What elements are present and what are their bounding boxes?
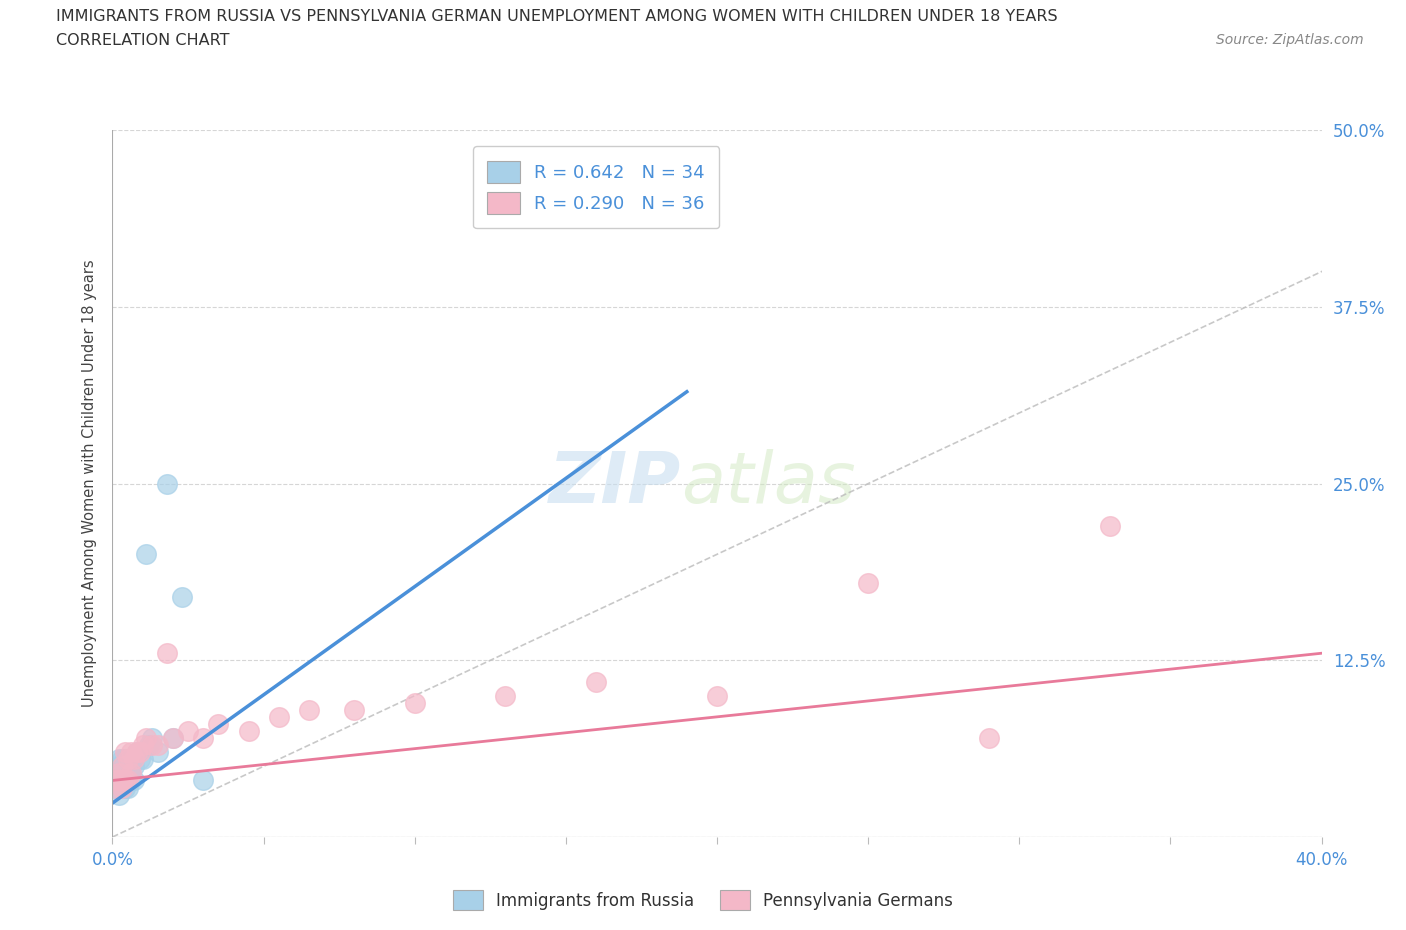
Text: ZIP: ZIP bbox=[548, 449, 681, 518]
Point bbox=[107, 759, 129, 774]
Point bbox=[146, 737, 169, 752]
Point bbox=[104, 780, 127, 795]
Point bbox=[156, 476, 179, 491]
Point bbox=[585, 674, 607, 689]
Point bbox=[107, 773, 129, 788]
Point bbox=[404, 696, 426, 711]
Point bbox=[298, 702, 321, 717]
Point bbox=[207, 716, 229, 731]
Point bbox=[110, 751, 132, 766]
Point bbox=[191, 731, 214, 746]
Point bbox=[170, 590, 193, 604]
Point bbox=[114, 780, 136, 795]
Point bbox=[177, 724, 200, 738]
Point bbox=[110, 759, 132, 774]
Point bbox=[141, 737, 163, 752]
Point bbox=[138, 737, 160, 752]
Point bbox=[238, 724, 260, 738]
Point bbox=[110, 773, 132, 788]
Point bbox=[107, 766, 129, 781]
Point bbox=[132, 737, 155, 752]
Y-axis label: Unemployment Among Women with Children Under 18 years: Unemployment Among Women with Children U… bbox=[82, 259, 97, 708]
Point bbox=[117, 759, 139, 774]
Point bbox=[117, 751, 139, 766]
Point bbox=[132, 751, 155, 766]
Point bbox=[120, 766, 142, 781]
Point bbox=[110, 759, 132, 774]
Point bbox=[977, 731, 1000, 746]
Point bbox=[117, 773, 139, 788]
Point bbox=[120, 745, 142, 760]
Point bbox=[117, 766, 139, 781]
Point bbox=[117, 780, 139, 795]
Point bbox=[120, 759, 142, 774]
Point bbox=[135, 731, 157, 746]
Point bbox=[107, 773, 129, 788]
Point bbox=[107, 751, 129, 766]
Text: Source: ZipAtlas.com: Source: ZipAtlas.com bbox=[1216, 33, 1364, 46]
Text: atlas: atlas bbox=[681, 449, 855, 518]
Point bbox=[191, 773, 214, 788]
Point bbox=[343, 702, 366, 717]
Legend: Immigrants from Russia, Pennsylvania Germans: Immigrants from Russia, Pennsylvania Ger… bbox=[447, 884, 959, 917]
Point bbox=[162, 731, 184, 746]
Point bbox=[110, 780, 132, 795]
Point bbox=[156, 645, 179, 660]
Point bbox=[122, 773, 145, 788]
Point bbox=[135, 547, 157, 562]
Point bbox=[120, 773, 142, 788]
Point bbox=[706, 688, 728, 703]
Point bbox=[128, 745, 150, 760]
Point bbox=[110, 773, 132, 788]
Point bbox=[110, 780, 132, 795]
Point bbox=[107, 787, 129, 802]
Point bbox=[114, 745, 136, 760]
Point bbox=[104, 766, 127, 781]
Point bbox=[122, 751, 145, 766]
Point bbox=[114, 751, 136, 766]
Point bbox=[1098, 519, 1121, 534]
Point bbox=[114, 766, 136, 781]
Text: IMMIGRANTS FROM RUSSIA VS PENNSYLVANIA GERMAN UNEMPLOYMENT AMONG WOMEN WITH CHIL: IMMIGRANTS FROM RUSSIA VS PENNSYLVANIA G… bbox=[56, 9, 1057, 24]
Point bbox=[162, 731, 184, 746]
Point bbox=[125, 745, 148, 760]
Point bbox=[110, 766, 132, 781]
Point bbox=[104, 780, 127, 795]
Point bbox=[128, 751, 150, 766]
Point bbox=[267, 710, 290, 724]
Point bbox=[495, 688, 517, 703]
Point bbox=[104, 773, 127, 788]
Legend: R = 0.642   N = 34, R = 0.290   N = 36: R = 0.642 N = 34, R = 0.290 N = 36 bbox=[472, 146, 720, 228]
Point bbox=[122, 759, 145, 774]
Point bbox=[141, 731, 163, 746]
Point bbox=[146, 745, 169, 760]
Point bbox=[114, 773, 136, 788]
Point bbox=[104, 773, 127, 788]
Point bbox=[125, 745, 148, 760]
Point bbox=[856, 575, 880, 590]
Point bbox=[107, 766, 129, 781]
Text: CORRELATION CHART: CORRELATION CHART bbox=[56, 33, 229, 47]
